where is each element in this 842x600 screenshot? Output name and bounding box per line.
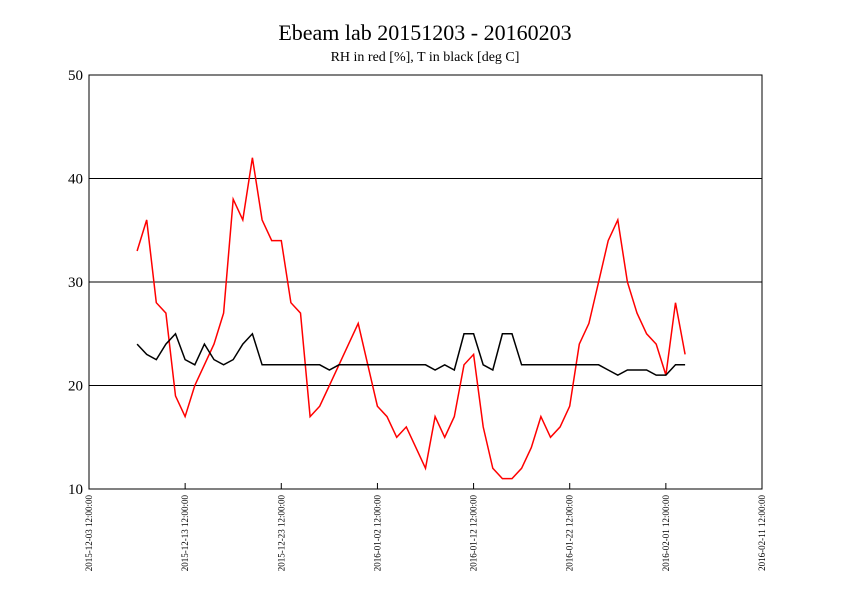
x-tick-label: 2015-12-23 12:00:00: [276, 495, 286, 572]
y-tick-label: 40: [68, 172, 83, 188]
x-tick-label: 2016-02-11 12:00:00: [757, 495, 767, 571]
line-series: [136, 157, 686, 480]
x-tick-label: 2016-01-02 12:00:00: [372, 495, 382, 572]
x-tick-label: 2016-01-12 12:00:00: [469, 495, 479, 572]
x-tick-label: 2015-12-03 12:00:00: [84, 495, 94, 572]
chart-title: Ebeam lab 20151203 - 20160203: [278, 20, 571, 45]
y-tick-label: 20: [68, 379, 83, 395]
x-tick-label: 2016-02-01 12:00:00: [661, 495, 671, 572]
y-tick-label: 30: [68, 275, 83, 291]
line-series: [136, 332, 686, 376]
x-tick-label: 2016-01-22 12:00:00: [565, 495, 575, 572]
chart-subtitle: RH in red [%], T in black [deg C]: [331, 50, 520, 65]
y-tick-label: 10: [68, 482, 83, 498]
y-tick-label: 50: [68, 68, 83, 84]
x-tick-label: 2015-12-13 12:00:00: [180, 495, 190, 572]
